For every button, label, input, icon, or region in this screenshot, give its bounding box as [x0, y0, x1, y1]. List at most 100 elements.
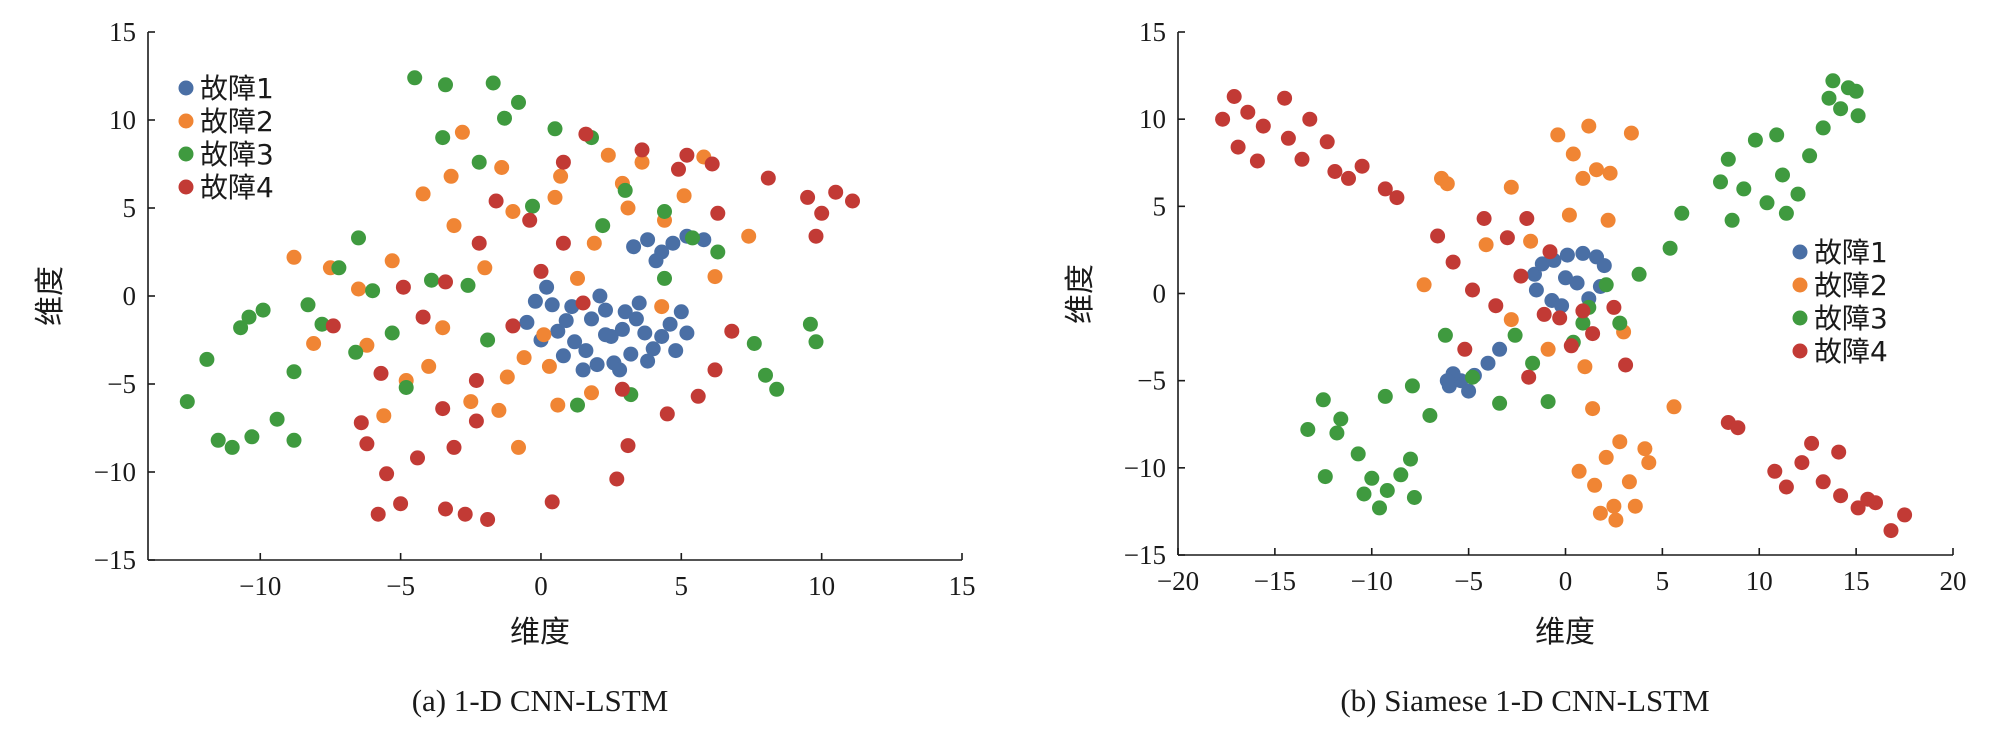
scatter-point-a	[553, 168, 569, 184]
scatter-point-a	[707, 362, 723, 378]
scatter-point-b	[1587, 477, 1603, 493]
y-tick-label-b: 5	[1153, 191, 1167, 221]
scatter-point-b	[1575, 303, 1591, 319]
x-axis-label-b: 维度	[1535, 615, 1595, 650]
scatter-point-b	[1277, 90, 1293, 106]
scatter-point-a	[654, 299, 670, 315]
scatter-point-a	[710, 244, 726, 260]
scatter-point-b	[1577, 359, 1593, 375]
scatter-point-b	[1372, 500, 1387, 516]
scatter-point-b	[1825, 73, 1841, 89]
scatter-point-b	[1790, 186, 1806, 202]
scatter-point-b	[1478, 237, 1494, 253]
scatter-point-b	[1525, 355, 1541, 371]
scatter-point-b	[1507, 327, 1523, 343]
x-tick-label-a: 0	[534, 571, 548, 601]
scatter-point-a	[808, 334, 824, 350]
scatter-point-b	[1840, 80, 1856, 96]
scatter-point-b	[1815, 120, 1831, 136]
scatter-point-a	[555, 154, 571, 170]
scatter-point-a	[210, 432, 226, 448]
scatter-point-b	[1230, 139, 1246, 155]
scatter-point-a	[488, 193, 504, 209]
scatter-point-b	[1612, 315, 1628, 331]
x-axis-label-a: 维度	[510, 615, 570, 650]
scatter-point-a	[365, 283, 381, 299]
scatter-point-b	[1341, 170, 1356, 186]
scatter-point-b	[1585, 401, 1601, 417]
scatter-point-b	[1778, 205, 1794, 221]
scatter-point-b	[1581, 118, 1597, 134]
scatter-point-b	[1550, 127, 1566, 143]
scatter-point-a	[707, 269, 723, 285]
scatter-point-a	[544, 297, 560, 313]
scatter-point-a	[499, 369, 515, 385]
scatter-point-b	[1641, 455, 1657, 471]
scatter-point-a	[505, 318, 521, 334]
scatter-point-a	[828, 184, 844, 200]
legend-label-b: 故障1	[1814, 236, 1888, 269]
scatter-point-b	[1226, 89, 1242, 104]
scatter-point-b	[1350, 446, 1366, 462]
scatter-point-b	[1528, 282, 1544, 298]
scatter-point-b	[1627, 498, 1643, 514]
scatter-point-b	[1461, 383, 1477, 399]
scatter-point-a	[359, 436, 375, 452]
scatter-point-b	[1280, 130, 1296, 146]
scatter-point-a	[435, 320, 451, 336]
y-tick-label-a: −5	[107, 369, 136, 399]
scatter-point-a	[567, 334, 583, 350]
scatter-point-a	[393, 496, 409, 512]
tick-marks-a: −10 −5 0 5 10 15 −15 −10 −5 0 5 10 15	[94, 17, 976, 601]
scatter-point-b	[1536, 306, 1552, 322]
scatter-point-a	[241, 309, 257, 325]
scatter-points-b	[1215, 73, 1913, 539]
scatter-point-b	[1600, 212, 1616, 228]
scatter-point-a	[286, 364, 302, 380]
x-tick-label-a: 15	[949, 571, 976, 601]
scatter-point-a	[376, 408, 392, 424]
scatter-point-a	[224, 439, 240, 455]
y-axis-label-a: 维度	[33, 266, 68, 326]
scatter-point-b	[1404, 378, 1420, 394]
scatter-point-b	[1747, 132, 1763, 148]
scatter-point-a	[648, 253, 664, 269]
scatter-point-a	[511, 94, 526, 110]
scatter-point-b	[1713, 174, 1728, 190]
scatter-point-b	[1377, 388, 1393, 404]
legend-marker-b	[1792, 277, 1808, 293]
scatter-point-b	[1612, 434, 1628, 450]
scatter-point-a	[724, 323, 740, 339]
scatter-point-a	[679, 325, 695, 341]
scatter-point-a	[331, 260, 347, 276]
scatter-point-a	[480, 512, 496, 527]
scatter-point-a	[497, 110, 512, 126]
scatter-point-a	[435, 130, 451, 146]
scatter-point-a	[384, 253, 400, 269]
scatter-point-b	[1598, 277, 1614, 293]
scatter-point-a	[370, 506, 386, 522]
scatter-point-a	[595, 218, 611, 234]
scatter-point-a	[351, 281, 366, 297]
scatter-point-a	[550, 323, 566, 339]
scatter-point-b	[1850, 108, 1866, 124]
scatter-point-b	[1465, 282, 1480, 298]
scatter-point-b	[1558, 270, 1573, 286]
scatter-point-b	[1521, 369, 1537, 385]
scatter-point-b	[1720, 151, 1736, 167]
scatter-point-b	[1575, 170, 1591, 186]
y-tick-label-a: 10	[109, 105, 136, 135]
scatter-point-b	[1569, 275, 1585, 291]
y-tick-label-a: 15	[109, 17, 136, 47]
scatter-point-b	[1552, 310, 1568, 326]
scatter-point-a	[592, 288, 608, 304]
scatter-point-a	[300, 297, 316, 313]
scatter-point-b	[1606, 299, 1622, 315]
scatter-point-b	[1519, 211, 1535, 226]
scatter-point-b	[1815, 474, 1831, 490]
scatter-point-b	[1329, 425, 1345, 441]
scatter-point-b	[1589, 162, 1604, 178]
scatter-point-a	[575, 295, 591, 311]
scatter-point-a	[589, 357, 605, 373]
scatter-point-a	[662, 316, 678, 332]
